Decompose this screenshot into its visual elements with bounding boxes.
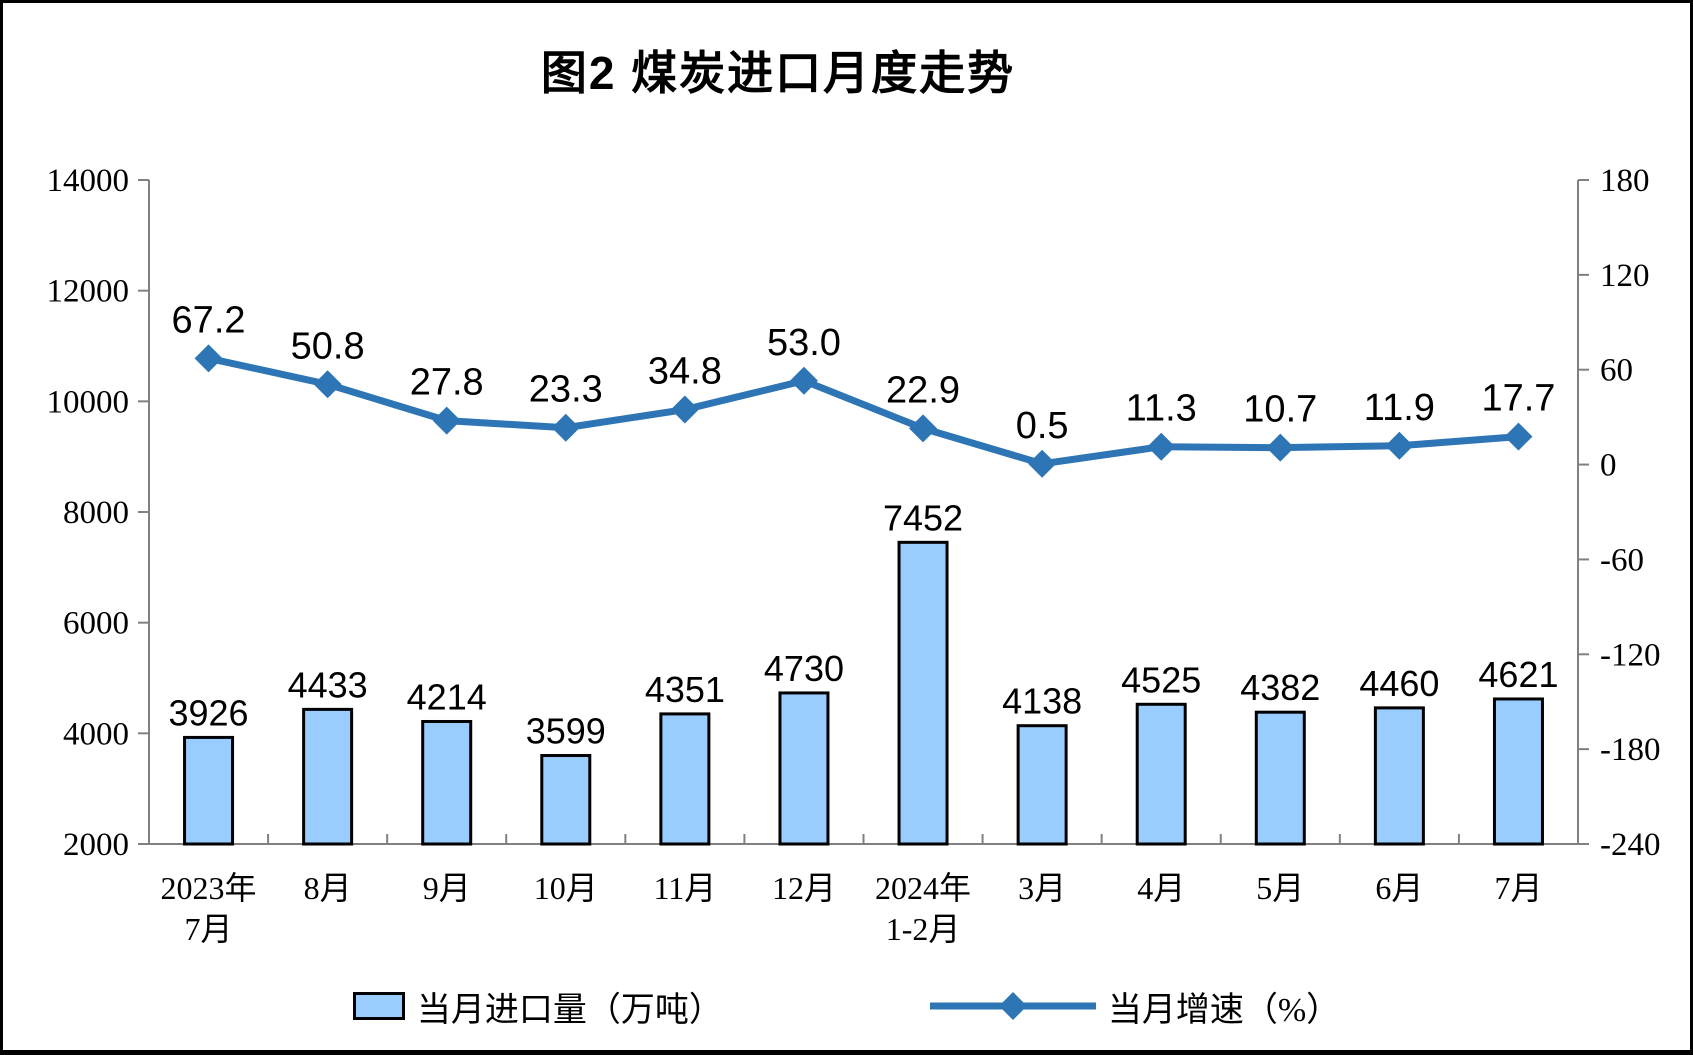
bar-value-label: 7452 bbox=[883, 497, 963, 538]
line-marker bbox=[1028, 449, 1057, 478]
line-marker bbox=[1266, 433, 1295, 462]
growth-line bbox=[207, 354, 1519, 468]
line-value-label: 27.8 bbox=[410, 362, 484, 404]
bar bbox=[1373, 706, 1425, 846]
bar-value-label: 4433 bbox=[288, 664, 368, 705]
bar bbox=[1254, 710, 1306, 846]
line-swatch-icon bbox=[929, 992, 1096, 1020]
left-axis-tick-label: 6000 bbox=[63, 606, 129, 642]
bar-value-label: 4525 bbox=[1121, 659, 1201, 700]
legend-bar-label: 当月进口量（万吨） bbox=[416, 991, 723, 1029]
bar-swatch-icon bbox=[352, 992, 405, 1020]
right-axis-tick-label: -60 bbox=[1600, 542, 1644, 578]
bar-value-label: 4460 bbox=[1359, 663, 1439, 704]
line-marker bbox=[551, 413, 580, 442]
line-marker bbox=[909, 414, 938, 443]
right-axis-tick-label: 120 bbox=[1600, 258, 1650, 294]
legend-item-line: 当月增速（%） bbox=[928, 982, 1340, 1031]
x-category-label: 2024年 bbox=[875, 870, 971, 906]
line-value-label: 67.2 bbox=[172, 299, 246, 341]
bar bbox=[897, 540, 949, 846]
line-marker bbox=[789, 366, 818, 395]
line-value-label: 11.9 bbox=[1364, 387, 1435, 429]
line-value-label: 23.3 bbox=[529, 369, 603, 411]
x-category-label: 6月 bbox=[1375, 870, 1423, 906]
bar-value-label: 4621 bbox=[1478, 654, 1558, 695]
right-axis-tick-label: 180 bbox=[1600, 163, 1650, 199]
x-category-label: 1-2月 bbox=[886, 911, 961, 947]
line-value-label: 17.7 bbox=[1481, 378, 1555, 420]
x-category-label: 7月 bbox=[1494, 870, 1542, 906]
left-axis-tick-label: 4000 bbox=[63, 716, 129, 752]
x-category-label: 3月 bbox=[1018, 870, 1066, 906]
left-axis-tick-label: 10000 bbox=[47, 384, 130, 420]
x-category-label: 5月 bbox=[1256, 870, 1304, 906]
x-category-label: 7月 bbox=[185, 911, 233, 947]
right-axis-tick-label: -180 bbox=[1600, 732, 1661, 768]
line-value-label: 34.8 bbox=[648, 351, 722, 393]
bar-value-label: 4730 bbox=[764, 648, 844, 689]
bar-value-label: 4138 bbox=[1002, 681, 1082, 722]
line-value-label: 50.8 bbox=[291, 325, 365, 367]
line-value-label: 0.5 bbox=[1016, 405, 1069, 447]
right-axis-tick-label: 60 bbox=[1600, 353, 1633, 389]
line-marker bbox=[313, 370, 342, 399]
legend-line-label: 当月增速（%） bbox=[1107, 991, 1341, 1029]
line-marker bbox=[1147, 432, 1176, 461]
left-axis-tick-label: 12000 bbox=[47, 274, 130, 310]
bar-value-label: 3926 bbox=[168, 692, 248, 733]
bar-value-label: 3599 bbox=[526, 711, 606, 752]
line-value-label: 22.9 bbox=[886, 369, 960, 411]
bar bbox=[421, 719, 473, 846]
x-category-label: 12月 bbox=[772, 870, 836, 906]
bar bbox=[183, 735, 235, 846]
legend-item-bar: 当月进口量（万吨） bbox=[352, 982, 723, 1031]
line-value-label: 53.0 bbox=[767, 322, 841, 364]
line-marker bbox=[1504, 422, 1533, 451]
chart-plot: 2000 4000 6000 8000 10000 12000 14000 -240 -180 -… bbox=[47, 163, 1661, 947]
x-category-label: 4月 bbox=[1137, 870, 1185, 906]
bar-value-label: 4214 bbox=[407, 676, 487, 717]
x-category-label: 11月 bbox=[653, 870, 716, 906]
x-category-label: 10月 bbox=[534, 870, 598, 906]
x-category-label: 8月 bbox=[304, 870, 352, 906]
line-marker bbox=[432, 406, 461, 435]
bar bbox=[1016, 724, 1068, 846]
right-axis-tick-label: -240 bbox=[1600, 827, 1661, 863]
right-axis-tick-label: 0 bbox=[1600, 448, 1617, 484]
bar-value-label: 4351 bbox=[645, 669, 725, 710]
x-category-label: 9月 bbox=[423, 870, 471, 906]
chart-title: 图2 煤炭进口月度走势 bbox=[540, 47, 1016, 99]
right-axis-tick-label: -120 bbox=[1600, 637, 1661, 673]
bar bbox=[540, 754, 592, 846]
bar bbox=[659, 712, 711, 846]
line-marker bbox=[1385, 431, 1414, 460]
line-marker bbox=[670, 395, 699, 424]
bar bbox=[1492, 697, 1544, 846]
left-axis-tick-label: 14000 bbox=[47, 163, 130, 199]
line-value-label: 10.7 bbox=[1243, 389, 1317, 431]
left-axis-tick-label: 2000 bbox=[63, 827, 129, 863]
bar-value-label: 4382 bbox=[1240, 667, 1320, 708]
line-marker bbox=[194, 344, 223, 373]
bar bbox=[778, 691, 830, 846]
bar bbox=[302, 707, 354, 846]
left-axis-tick-label: 8000 bbox=[63, 495, 129, 531]
chart-legend: 当月进口量（万吨） 当月增速（%） bbox=[3, 975, 1690, 1037]
bar bbox=[1135, 702, 1187, 846]
line-value-label: 11.3 bbox=[1126, 388, 1197, 430]
x-category-label: 2023年 bbox=[161, 870, 257, 906]
